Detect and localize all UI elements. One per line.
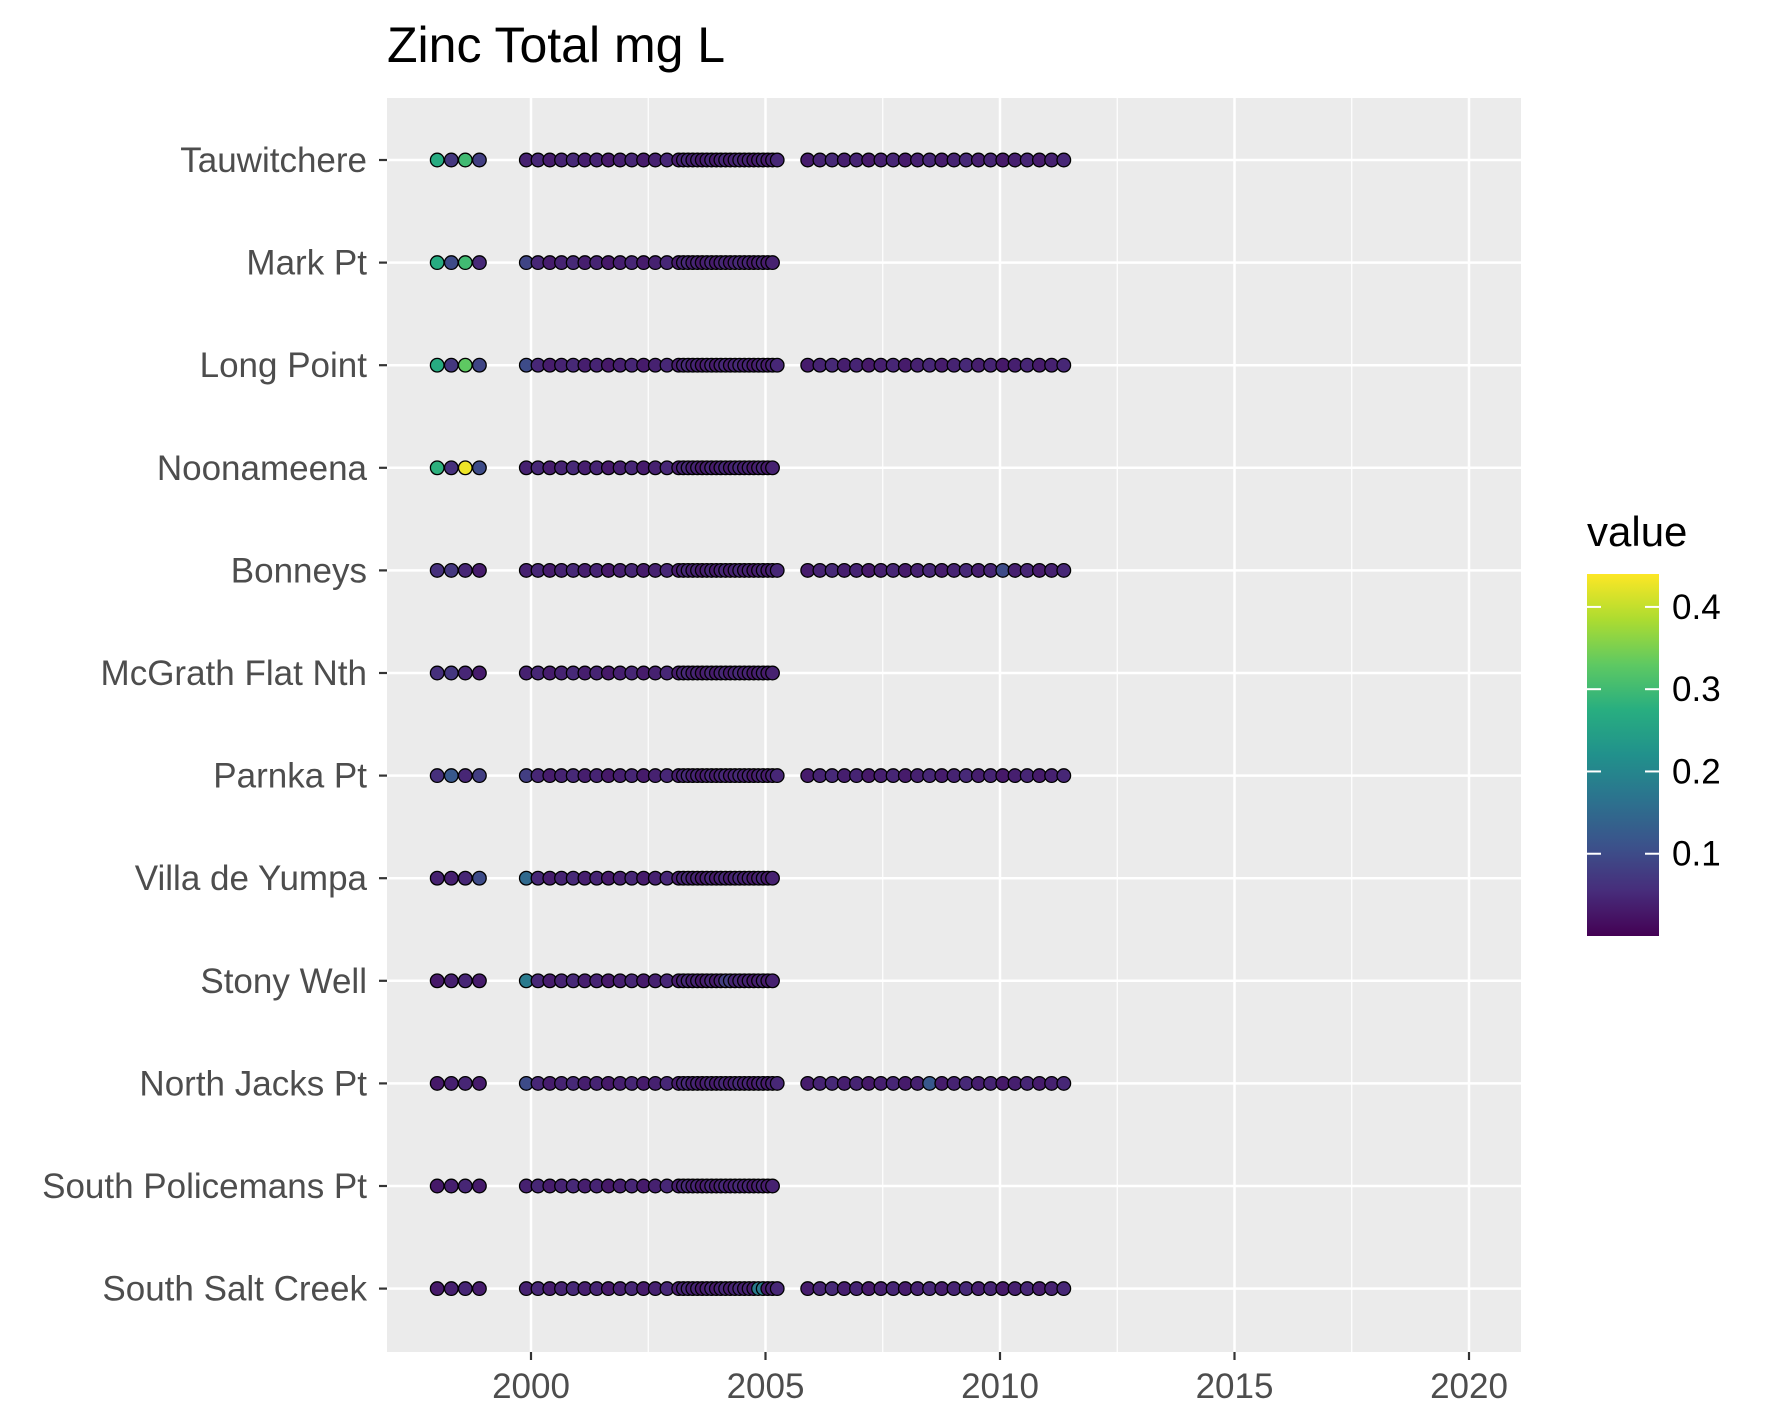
data-point [457,460,473,476]
y-tick-label: Parnka Pt [213,757,367,796]
data-point [457,768,473,784]
data-point [443,1281,459,1297]
data-point [429,255,445,271]
x-tick-label: 2020 [1430,1367,1508,1406]
data-point [765,665,780,681]
data-point [429,1075,445,1091]
data-point [765,1178,780,1194]
y-tick-label: Villa de Yumpa [135,859,368,898]
data-point [471,1281,487,1297]
data-point [429,870,445,886]
x-axis: 2000 2005 2010 2015 2020 [492,1352,1508,1406]
legend-tick-label: 0.1 [1672,835,1721,874]
data-point [457,973,473,989]
grid-minor [647,98,1353,1352]
data-point [443,562,459,578]
data-point [429,152,445,168]
legend-colorbar [1587,574,1659,936]
data-point [471,152,487,168]
y-tick-label: South Salt Creek [102,1270,367,1309]
data-point [429,768,445,784]
data-point [429,973,445,989]
data-point [471,255,487,271]
data-point [457,357,473,373]
data-point [471,665,487,681]
data-point [429,1281,445,1297]
data-point [429,665,445,681]
data-point [769,357,785,373]
data-point [765,973,780,989]
data-point [443,1075,459,1091]
data-point [471,1178,487,1194]
x-tick-label: 2005 [727,1367,805,1406]
data-point [457,870,473,886]
chart-title: Zinc Total mg L [387,17,725,73]
data-point [429,460,445,476]
data-point [471,1075,487,1091]
data-point [457,1075,473,1091]
data-point [429,357,445,373]
data-point [765,460,780,476]
data-point [443,870,459,886]
data-point [1056,1281,1072,1297]
y-tick-label: South Policemans Pt [42,1167,367,1206]
data-point [1056,357,1072,373]
legend: value 0.1 0.2 0.3 0.4 [1587,508,1721,936]
data-point [443,973,459,989]
legend-tick-label: 0.2 [1672,752,1721,791]
data-point [471,357,487,373]
legend-ticks: 0.1 0.2 0.3 0.4 [1587,588,1721,874]
y-axis: Tauwitchere Mark Pt Long Point Noonameena Bo… [42,141,387,1309]
data-point [457,255,473,271]
data-point [443,768,459,784]
data-point [443,665,459,681]
y-tick-label: Tauwitchere [180,141,367,180]
data-point [471,870,487,886]
data-point [457,1178,473,1194]
data-point [443,152,459,168]
y-tick-label: Stony Well [200,962,367,1001]
y-tick-label: Mark Pt [246,244,367,283]
x-tick-label: 2015 [1196,1367,1274,1406]
y-tick-label: Long Point [200,346,368,385]
data-point [1056,562,1072,578]
data-point [769,1281,785,1297]
y-tick-label: McGrath Flat Nth [101,654,367,693]
data-point [429,562,445,578]
data-point [769,152,785,168]
data-point [471,460,487,476]
data-point [769,562,785,578]
data-point [457,152,473,168]
data-point [471,768,487,784]
data-point [471,562,487,578]
x-tick-label: 2010 [961,1367,1039,1406]
legend-tick-label: 0.3 [1672,670,1721,709]
data-point [443,460,459,476]
data-points [429,152,1072,1297]
plot-panel [387,98,1521,1352]
data-point [443,357,459,373]
data-point [443,1178,459,1194]
data-point [457,665,473,681]
data-point [1056,1075,1072,1091]
data-point [769,1075,785,1091]
data-point [765,870,780,886]
x-tick-label: 2000 [492,1367,570,1406]
y-tick-label: North Jacks Pt [139,1064,367,1103]
legend-tick-label: 0.4 [1672,588,1721,627]
data-point [1056,152,1072,168]
data-point [429,1178,445,1194]
legend-title: value [1587,508,1687,555]
data-point [457,562,473,578]
data-point [765,255,780,271]
data-point [769,768,785,784]
y-tick-label: Bonneys [231,551,367,590]
data-point [443,255,459,271]
data-point [457,1281,473,1297]
data-point [1056,768,1072,784]
data-point [471,973,487,989]
y-tick-label: Noonameena [157,449,368,488]
